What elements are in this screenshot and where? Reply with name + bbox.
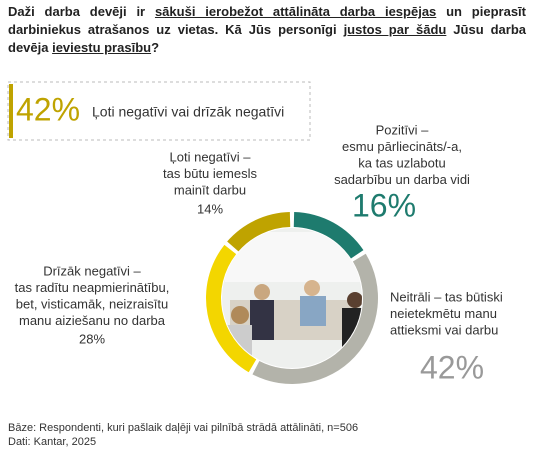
segment-label: ka tas uzlabotu xyxy=(358,155,445,170)
segment-label: mainīt darbu xyxy=(174,182,246,197)
segment-label: Drīzāk negatīvi – xyxy=(43,263,141,278)
donut-segment xyxy=(293,212,364,259)
segment-label: manu aiziešanu no darba xyxy=(19,313,166,328)
callout-value: 42% xyxy=(16,91,80,127)
callout-label: Ļoti negatīvi vai drīzāk negatīvi xyxy=(92,104,284,120)
segment-label: Ļoti negatīvi – xyxy=(170,149,252,164)
callout-box xyxy=(7,81,311,141)
segment-label: bet, visticamāk, neizraisītu xyxy=(16,296,168,311)
value-label: 16% xyxy=(352,187,416,223)
segment-label: Pozitīvi – xyxy=(376,122,430,137)
title-part: justos par šādu xyxy=(343,22,447,37)
donut-segment xyxy=(206,244,257,373)
footer-line: Bāze: Respondenti, kuri pašlaik daļēji v… xyxy=(8,422,358,434)
title-part: Daži darba devēji ir xyxy=(8,4,155,19)
title-part: sākuši ierobežot attālināta darba iespēj… xyxy=(154,4,437,19)
segment-label: Neitrāli – tas būtiski xyxy=(390,289,503,304)
segment-label: attieksmi vai darbu xyxy=(390,322,498,337)
title-part: un pieprasīt darbiniekus atrašanos uz vi… xyxy=(8,4,526,37)
title: Daži darba devēji ir sākuši ierobežot at… xyxy=(8,3,526,57)
value-label: 28% xyxy=(79,331,105,346)
segment-label: tas radītu neapmierinātību, xyxy=(15,280,170,295)
value-label: 42% xyxy=(420,349,484,385)
donut-segment xyxy=(227,212,291,252)
segment-label: tas būtu iemesls xyxy=(163,166,257,181)
segment-label: sadarbību un darba vidi xyxy=(334,172,470,187)
segment-label: neietekmētu manu xyxy=(390,306,497,321)
title-part: ieviestu prasību xyxy=(52,40,152,55)
segment-label: esmu pārliecināts/-a, xyxy=(342,139,462,154)
donut-segment xyxy=(252,253,378,385)
title-part: Jūsu darba devēja xyxy=(8,22,527,55)
value-label: 14% xyxy=(197,201,223,216)
footer-line: Dati: Kantar, 2025 xyxy=(8,436,96,448)
callout-bar xyxy=(9,84,13,138)
title-part: ? xyxy=(151,40,160,55)
